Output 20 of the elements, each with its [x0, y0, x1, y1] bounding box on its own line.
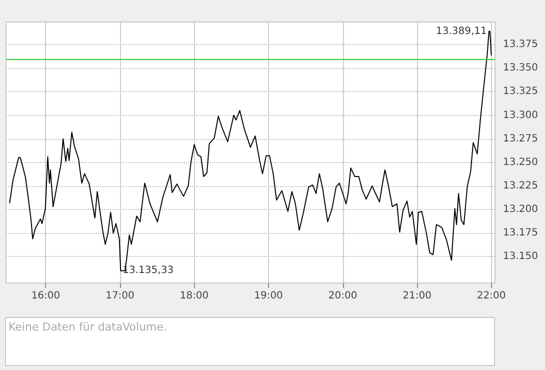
y-tick-label: 13.275 — [503, 133, 538, 144]
x-tick-label: 17:00 — [106, 290, 134, 302]
annotation: 13.135,33 — [122, 264, 174, 276]
y-tick-label: 13.250 — [503, 156, 538, 168]
y-tick-label: 13.150 — [503, 251, 538, 262]
text: Keine Daten für dataVolume. — [8, 320, 168, 334]
y-tick-label: 13.350 — [503, 62, 538, 74]
x-tick-label: 16:00 — [31, 290, 60, 302]
x-tick-label: 22:00 — [476, 290, 506, 302]
x-tick-label: 18:00 — [180, 290, 209, 302]
y-tick-label: 13.375 — [503, 39, 538, 50]
y-tick-label: 13.225 — [503, 180, 538, 192]
x-tick-label: 21:00 — [402, 290, 432, 302]
y-tick-label: 13.300 — [503, 110, 538, 121]
y-tick-label: 13.200 — [503, 204, 538, 216]
x-tick-label: 20:00 — [328, 290, 358, 302]
y-tick-label: 13.175 — [503, 228, 538, 239]
annotation: 13.389,11 — [436, 26, 487, 37]
y-tick-label: 13.325 — [503, 86, 538, 98]
x-tick-label: 19:00 — [254, 290, 283, 302]
